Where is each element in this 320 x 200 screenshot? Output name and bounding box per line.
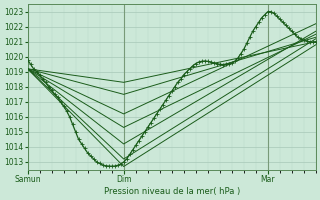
X-axis label: Pression niveau de la mer( hPa ): Pression niveau de la mer( hPa )	[104, 187, 240, 196]
